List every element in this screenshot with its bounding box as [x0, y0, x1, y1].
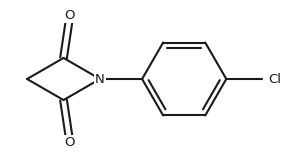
Text: O: O [65, 136, 75, 149]
Text: Cl: Cl [268, 73, 282, 85]
Text: O: O [65, 9, 75, 22]
Text: N: N [95, 73, 105, 85]
